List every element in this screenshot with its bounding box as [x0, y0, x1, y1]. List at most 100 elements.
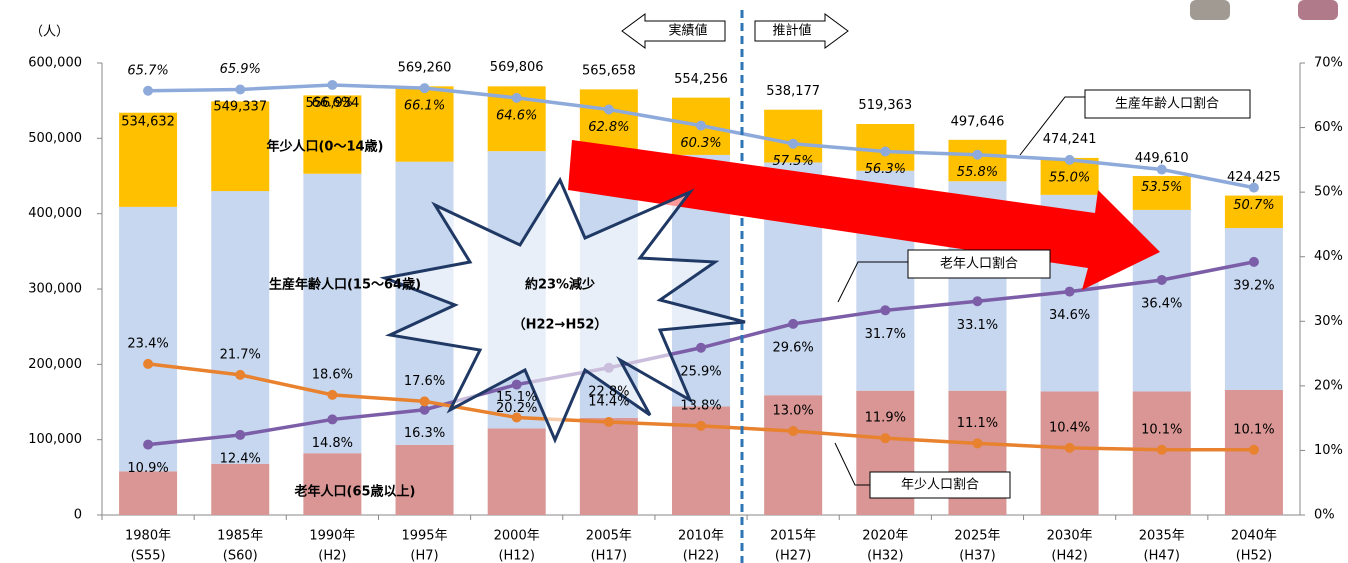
- data-label: 57.5%: [772, 154, 813, 169]
- series-name: 生産年齢人口割合: [1115, 96, 1219, 112]
- annotation: 推計値: [772, 23, 811, 39]
- x-tick-label: 2040年: [1231, 529, 1277, 544]
- data-label: 11.1%: [957, 416, 998, 431]
- data-label: 14.4%: [588, 395, 629, 410]
- line-point: [420, 396, 430, 406]
- total-label: 474,241: [1043, 132, 1097, 147]
- y2-tick-label: 10%: [1314, 443, 1343, 458]
- line-point: [235, 370, 245, 380]
- line-point: [880, 305, 890, 315]
- x-tick-label: 2035年: [1139, 529, 1185, 544]
- y2-tick-label: 50%: [1314, 185, 1343, 200]
- series-name: 生産年齢人口(15～64歳): [269, 277, 421, 293]
- data-label: 39.2%: [1233, 278, 1274, 293]
- line-point: [1157, 445, 1167, 455]
- line-point: [788, 319, 798, 329]
- data-label: 17.6%: [404, 374, 445, 389]
- annotation: 実績値: [668, 23, 707, 39]
- x-tick-sublabel: (H52): [1236, 549, 1272, 563]
- x-tick-sublabel: (H37): [959, 549, 995, 563]
- bar-segment: [211, 101, 269, 191]
- line-point: [1157, 165, 1167, 175]
- line-point: [420, 83, 430, 93]
- data-label: 12.4%: [220, 451, 261, 466]
- x-tick-sublabel: (H47): [1144, 549, 1180, 563]
- data-label: 53.5%: [1141, 180, 1182, 195]
- x-tick-sublabel: (H7): [410, 549, 438, 563]
- series-name: 年少人口(0～14歳): [266, 139, 383, 155]
- chart: （人）0100,000200,000300,000400,000500,0006…: [0, 0, 1348, 563]
- data-label: 60.3%: [680, 136, 721, 151]
- total-label: 554,256: [674, 72, 728, 87]
- x-tick-sublabel: (S60): [223, 549, 258, 563]
- total-label: 534,632: [121, 115, 175, 130]
- total-label: 449,610: [1135, 151, 1189, 166]
- x-tick-label: 2015年: [770, 529, 816, 544]
- x-tick-label: 2020年: [862, 529, 908, 544]
- x-tick-sublabel: (H32): [867, 549, 903, 563]
- line-point: [696, 343, 706, 353]
- line-point: [1065, 287, 1075, 297]
- data-label: 65.9%: [220, 62, 261, 77]
- y2-tick-label: 20%: [1314, 378, 1343, 393]
- x-tick-label: 2030年: [1047, 529, 1093, 544]
- total-label: 569,260: [398, 61, 452, 76]
- data-label: 65.7%: [127, 63, 168, 78]
- y-tick-label: 400,000: [28, 206, 82, 221]
- bar-segment: [211, 191, 269, 464]
- line-point: [512, 380, 522, 390]
- x-tick-label: 2005年: [586, 529, 632, 544]
- line-point: [972, 150, 982, 160]
- data-label: 21.7%: [220, 347, 261, 362]
- data-label: 66.6%: [312, 95, 353, 110]
- data-label: 10.4%: [1049, 420, 1090, 435]
- series-name: 老年人口割合: [940, 256, 1018, 272]
- data-label: 13.0%: [772, 404, 813, 419]
- data-label: 10.1%: [1141, 422, 1182, 437]
- line-point: [143, 359, 153, 369]
- line-point: [1157, 275, 1167, 285]
- data-label: 33.1%: [957, 318, 998, 333]
- x-tick-sublabel: (H22): [683, 549, 719, 563]
- line-point: [972, 296, 982, 306]
- total-label: 549,337: [213, 100, 267, 115]
- x-tick-sublabel: (H2): [318, 549, 346, 563]
- line-point: [143, 86, 153, 96]
- data-label: 50.7%: [1233, 198, 1274, 213]
- data-label: 64.6%: [496, 108, 537, 123]
- data-label: 16.3%: [404, 426, 445, 441]
- data-label: 62.8%: [588, 120, 629, 135]
- data-label: 29.6%: [772, 340, 813, 355]
- data-label: 56.3%: [865, 162, 906, 177]
- total-label: 565,658: [582, 63, 636, 78]
- y-tick-label: 0: [74, 508, 82, 523]
- data-label: 55.0%: [1049, 170, 1090, 185]
- y2-tick-label: 0%: [1314, 508, 1335, 523]
- data-label: 34.6%: [1049, 308, 1090, 323]
- y2-tick-label: 40%: [1314, 249, 1343, 264]
- total-label: 424,425: [1227, 170, 1281, 185]
- series-name: 老年人口(65歳以上): [294, 484, 416, 500]
- line-point: [327, 414, 337, 424]
- line-point: [788, 426, 798, 436]
- bar-segment: [396, 86, 454, 161]
- x-tick-label: 1995年: [401, 529, 447, 544]
- line-point: [235, 430, 245, 440]
- data-label: 55.8%: [957, 165, 998, 180]
- data-label: 14.8%: [312, 436, 353, 451]
- annotation: （H22→H52）: [513, 317, 608, 333]
- y-tick-label: 300,000: [28, 282, 82, 297]
- total-label: 538,177: [766, 84, 820, 99]
- data-label: 11.9%: [865, 411, 906, 426]
- line-point: [1065, 155, 1075, 165]
- x-tick-sublabel: (H27): [775, 549, 811, 563]
- y-tick-label: 200,000: [28, 357, 82, 372]
- x-tick-label: 2000年: [494, 529, 540, 544]
- line-point: [696, 121, 706, 131]
- data-label: 31.7%: [865, 327, 906, 342]
- y2-tick-label: 70%: [1314, 56, 1343, 71]
- x-tick-sublabel: (S55): [131, 549, 166, 563]
- data-label: 18.6%: [312, 367, 353, 382]
- data-label: 10.9%: [127, 461, 168, 476]
- line-point: [327, 390, 337, 400]
